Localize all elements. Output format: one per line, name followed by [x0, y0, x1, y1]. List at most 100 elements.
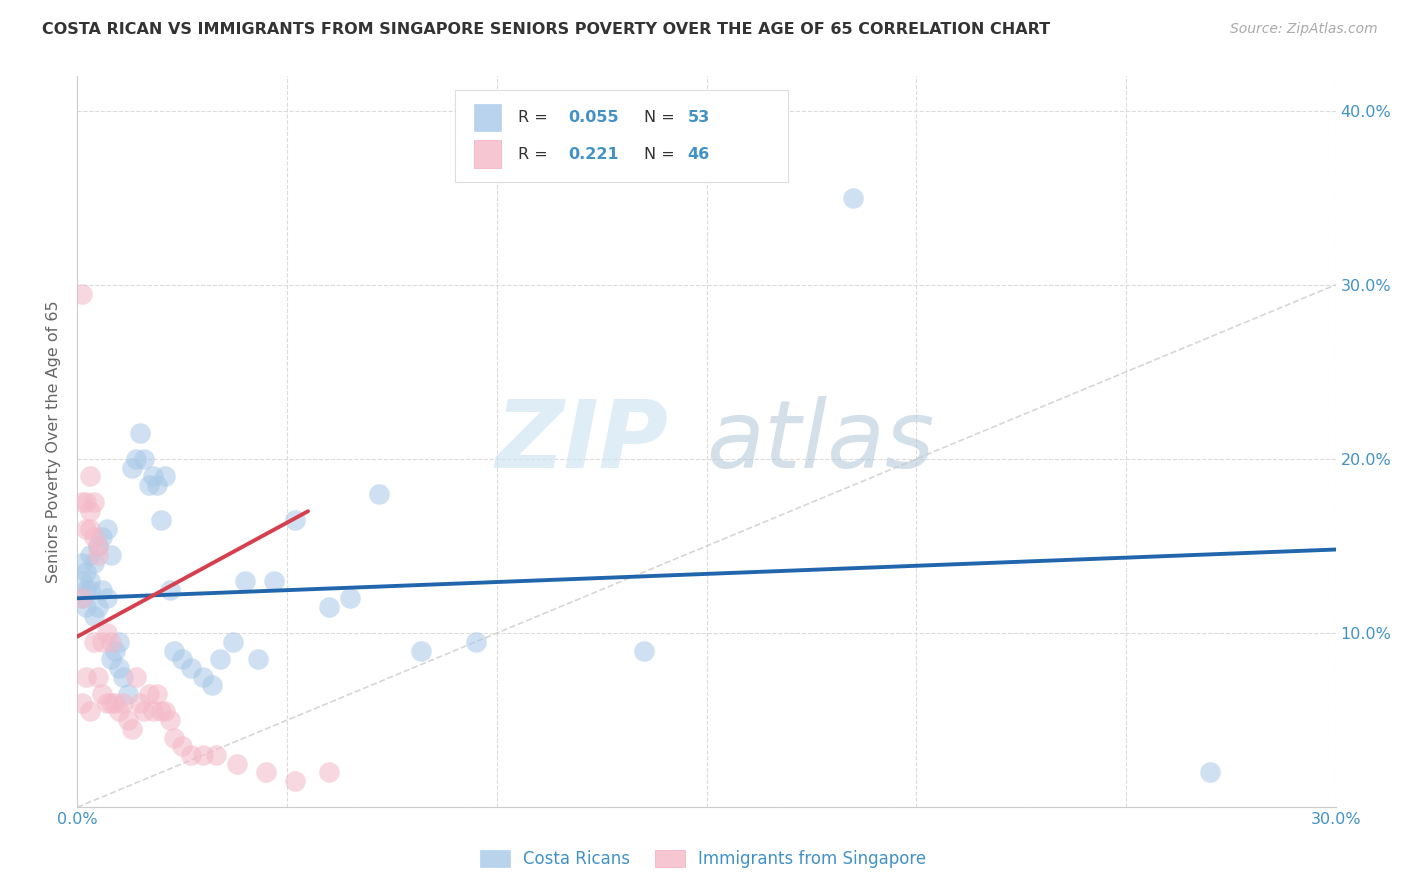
Point [191, 747, 215, 762]
Point [146, 687, 169, 701]
Point [70, 286, 93, 301]
Text: COSTA RICAN VS IMMIGRANTS FROM SINGAPORE SENIORS POVERTY OVER THE AGE OF 65 CORR: COSTA RICAN VS IMMIGRANTS FROM SINGAPORE… [42, 22, 1050, 37]
Point [91, 530, 114, 544]
Point [129, 425, 152, 440]
FancyBboxPatch shape [456, 90, 789, 182]
Point [138, 478, 160, 492]
Point [368, 487, 391, 501]
Point [70, 495, 93, 509]
Point [263, 574, 285, 588]
Point [75, 522, 97, 536]
Point [138, 687, 160, 701]
Point [108, 705, 131, 719]
Point [79, 522, 101, 536]
Point [339, 591, 361, 606]
Text: ZIP: ZIP [496, 395, 669, 488]
Point [254, 765, 277, 780]
Point [172, 652, 194, 666]
Point [104, 643, 127, 657]
Point [70, 557, 93, 571]
Point [125, 452, 148, 467]
Point [180, 661, 202, 675]
Point [75, 495, 97, 509]
Point [96, 696, 118, 710]
Text: N =: N = [644, 146, 679, 161]
FancyBboxPatch shape [474, 103, 502, 131]
Point [842, 191, 865, 205]
Point [100, 548, 122, 562]
Text: atlas: atlas [707, 396, 935, 487]
Point [83, 530, 105, 544]
Point [464, 635, 486, 649]
Point [129, 696, 152, 710]
Point [318, 765, 340, 780]
Point [163, 731, 186, 745]
Point [70, 591, 93, 606]
Point [75, 599, 97, 614]
Point [87, 670, 110, 684]
Point [104, 696, 127, 710]
Point [233, 574, 256, 588]
Point [79, 548, 101, 562]
Point [125, 670, 148, 684]
Point [100, 696, 122, 710]
Point [180, 747, 202, 762]
Point [108, 661, 131, 675]
Point [121, 722, 143, 736]
Point [83, 495, 105, 509]
Point [100, 635, 122, 649]
Point [83, 635, 105, 649]
Point [155, 469, 177, 483]
Point [159, 713, 181, 727]
Text: R =: R = [517, 110, 553, 125]
Point [112, 696, 135, 710]
Point [79, 582, 101, 597]
Point [172, 739, 194, 754]
Text: N =: N = [644, 110, 679, 125]
Point [117, 687, 139, 701]
Point [163, 643, 186, 657]
Point [112, 670, 135, 684]
Point [208, 652, 231, 666]
Point [200, 678, 222, 692]
Point [191, 670, 215, 684]
Point [284, 513, 307, 527]
Point [79, 469, 101, 483]
Point [79, 705, 101, 719]
Point [225, 756, 247, 771]
Point [87, 599, 110, 614]
Text: Source: ZipAtlas.com: Source: ZipAtlas.com [1230, 22, 1378, 37]
Point [91, 582, 114, 597]
Point [221, 635, 243, 649]
Point [411, 643, 433, 657]
Point [83, 557, 105, 571]
Point [75, 565, 97, 579]
FancyBboxPatch shape [474, 140, 502, 168]
Point [142, 469, 165, 483]
Legend: Costa Ricans, Immigrants from Singapore: Costa Ricans, Immigrants from Singapore [472, 843, 934, 875]
Y-axis label: Seniors Poverty Over the Age of 65: Seniors Poverty Over the Age of 65 [46, 301, 62, 582]
Point [318, 599, 340, 614]
Text: 53: 53 [688, 110, 710, 125]
Point [75, 670, 97, 684]
Point [150, 705, 173, 719]
Point [87, 548, 110, 562]
Text: 46: 46 [688, 146, 710, 161]
Point [121, 460, 143, 475]
Point [633, 643, 655, 657]
Point [96, 626, 118, 640]
Point [284, 774, 307, 789]
Point [142, 705, 165, 719]
Point [70, 696, 93, 710]
Text: R =: R = [517, 146, 553, 161]
Point [91, 687, 114, 701]
Point [79, 504, 101, 518]
Point [100, 652, 122, 666]
Text: 0.055: 0.055 [568, 110, 619, 125]
Point [1199, 765, 1222, 780]
Point [83, 608, 105, 623]
Point [146, 478, 169, 492]
Text: 0.221: 0.221 [568, 146, 619, 161]
Point [134, 452, 156, 467]
Point [246, 652, 269, 666]
